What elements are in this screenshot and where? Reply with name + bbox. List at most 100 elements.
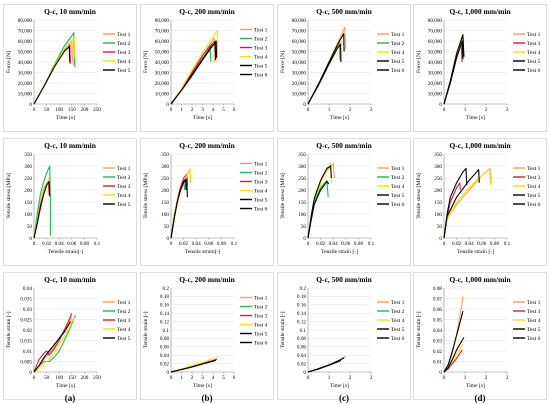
x-tick-label: 6 xyxy=(233,107,236,113)
x-axis-label: Time [s] xyxy=(193,115,212,121)
y-tick-label: 30,000 xyxy=(292,70,307,76)
series-line-test-3 xyxy=(170,40,217,105)
legend-label-test-3: Test 3 xyxy=(117,318,131,324)
y-tick-label: 30,000 xyxy=(155,70,170,76)
legend-label-test-2: Test 2 xyxy=(117,309,131,315)
x-tick-label: 0.08 xyxy=(490,241,499,247)
y-tick-label: 40,000 xyxy=(18,60,33,66)
y-tick-label: 0 xyxy=(439,370,442,376)
legend-label-test-1: Test 1 xyxy=(117,32,131,38)
y-tick-label: 150 xyxy=(434,200,442,206)
x-tick-label: 0 xyxy=(170,241,173,247)
y-tick-label: 0 xyxy=(29,236,32,242)
series-line-test-4 xyxy=(170,356,218,373)
x-tick-label: 0.06 xyxy=(477,241,486,247)
y-tick-label: 80,000 xyxy=(155,18,170,24)
chart-frame xyxy=(3,4,137,132)
series-line-test-5 xyxy=(443,337,465,373)
x-tick-label: 5 xyxy=(222,375,225,381)
x-tick-label: 0.1 xyxy=(94,241,101,247)
x-tick-label: 4 xyxy=(212,375,215,381)
x-tick-label: 0.02 xyxy=(452,241,461,247)
y-tick-label: 0 xyxy=(439,236,442,242)
x-axis-label: Tensile strain[-] xyxy=(48,249,84,255)
y-tick-label: 0 xyxy=(29,370,32,376)
x-tick-label: 0 xyxy=(170,107,173,113)
y-tick-label: 50,000 xyxy=(155,49,170,55)
legend-label-test-4: Test 4 xyxy=(527,184,541,190)
legend-label-test-2: Test 2 xyxy=(117,41,131,47)
y-tick-label: 0.02 xyxy=(23,328,32,334)
panel-label: (d) xyxy=(475,393,486,403)
y-tick-label: 0 xyxy=(166,102,169,108)
legend-label-test-4: Test 4 xyxy=(254,55,268,61)
y-tick-label: 80,000 xyxy=(18,18,33,24)
series-line-test-2 xyxy=(33,165,51,239)
series-line-test-3 xyxy=(170,173,188,239)
legend-label-test-2: Test 2 xyxy=(391,175,405,181)
y-axis-label: Force [N] xyxy=(6,51,12,73)
y-tick-label: 0.2 xyxy=(300,286,307,292)
legend-label-test-4: Test 4 xyxy=(527,318,541,324)
y-tick-label: 100 xyxy=(161,212,169,218)
series-line-test-2 xyxy=(170,179,186,239)
y-tick-label: 10,000 xyxy=(292,91,307,97)
x-tick-label: 50 xyxy=(44,375,50,381)
legend-label-test-4: Test 4 xyxy=(254,189,268,195)
legend-label-test-2: Test 2 xyxy=(391,309,405,315)
y-tick-label: 250 xyxy=(298,176,306,182)
legend-label-test-4: Test 4 xyxy=(391,50,405,56)
series-line-test-6 xyxy=(170,40,218,105)
x-tick-label: 3 xyxy=(370,107,373,113)
y-tick-label: 50,000 xyxy=(428,49,443,55)
series-line-test-6 xyxy=(443,169,480,239)
x-axis-label: Tensile strain[-] xyxy=(185,249,221,255)
y-tick-label: 50,000 xyxy=(18,49,33,55)
y-tick-label: 250 xyxy=(434,176,442,182)
series-line-test-5 xyxy=(307,357,345,373)
x-tick-label: 3 xyxy=(370,375,373,381)
x-tick-label: 250 xyxy=(93,375,101,381)
y-tick-label: 0 xyxy=(303,370,306,376)
y-tick-label: 0 xyxy=(303,236,306,242)
y-tick-label: 0 xyxy=(303,102,306,108)
series-line-test-2 xyxy=(33,315,77,373)
y-tick-label: 0.035 xyxy=(20,296,32,302)
y-tick-label: 0.06 xyxy=(160,345,169,351)
y-tick-label: 50 xyxy=(164,224,170,230)
legend-label-test-2: Test 2 xyxy=(254,37,268,43)
legend-label-test-1: Test 1 xyxy=(391,166,405,172)
chart-frame xyxy=(277,138,411,266)
y-axis-label: Tensile strain [-] xyxy=(280,311,286,348)
x-tick-label: 0 xyxy=(33,375,36,381)
chart-frame xyxy=(3,272,137,400)
chart-frame xyxy=(140,4,274,132)
series-line-test-4 xyxy=(170,29,219,105)
chart-frame xyxy=(140,138,274,266)
legend-label-test-6: Test 6 xyxy=(254,73,268,79)
y-tick-label: 80,000 xyxy=(292,18,307,24)
y-tick-label: 0.14 xyxy=(160,311,169,317)
legend-label-test-3: Test 3 xyxy=(254,46,268,52)
legend-label-test-4: Test 4 xyxy=(527,50,541,56)
y-tick-label: 20,000 xyxy=(155,81,170,87)
chart-title: Q-c, 1,000 mm/min xyxy=(449,275,511,284)
legend-label-test-6: Test 6 xyxy=(254,207,268,213)
x-tick-label: 1 xyxy=(328,107,331,113)
series-line-test-5 xyxy=(33,321,72,373)
x-tick-label: 1 xyxy=(464,107,467,113)
y-tick-label: 300 xyxy=(298,164,306,170)
legend-label-test-1: Test 1 xyxy=(391,32,405,38)
y-tick-label: 0.12 xyxy=(160,319,169,325)
y-axis-label: Tensile strain [-] xyxy=(416,311,422,348)
legend-label-test-5: Test 5 xyxy=(391,59,405,65)
x-axis-label: Time [s] xyxy=(466,383,485,389)
chart-title: Q-c, 200 mm/min xyxy=(179,7,235,16)
y-tick-label: 0 xyxy=(439,102,442,108)
y-tick-label: 0.18 xyxy=(297,294,306,300)
x-tick-label: 0.06 xyxy=(67,241,76,247)
x-tick-label: 2 xyxy=(191,107,194,113)
y-tick-label: 250 xyxy=(24,176,32,182)
chart-title: Q-c, 10 mm/min xyxy=(44,275,97,284)
x-tick-label: 0.08 xyxy=(217,241,226,247)
